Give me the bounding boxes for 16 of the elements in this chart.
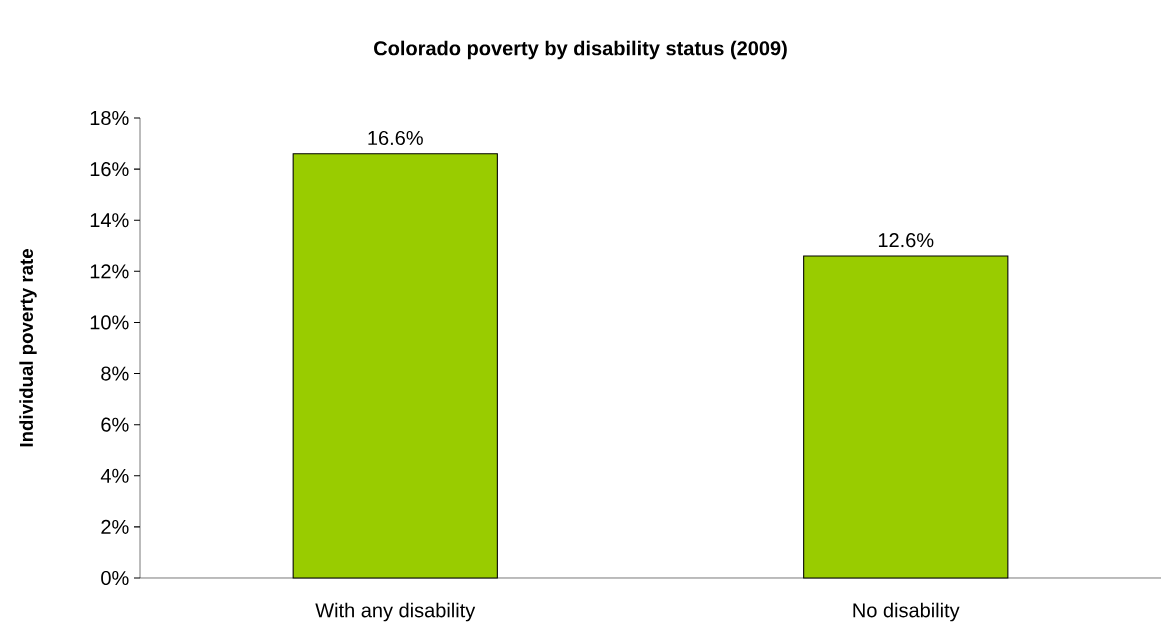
y-tick-label: 12%	[90, 264, 129, 279]
chart-title: Colorado poverty by disability status (2009)	[374, 40, 787, 60]
data-label: 12.6%	[878, 233, 934, 248]
y-tick-label: 0%	[101, 570, 129, 586]
y-tick-label: 8%	[101, 366, 129, 381]
x-tick-label: No disability	[853, 602, 960, 622]
y-tick-label: 18%	[90, 110, 129, 126]
y-tick-label: 4%	[100, 468, 129, 483]
y-tick-label: 2%	[101, 519, 129, 534]
y-tick-label: 14%	[90, 213, 129, 228]
y-axis-title: Individual poverty rate	[19, 249, 37, 447]
y-tick-label: 10%	[90, 315, 129, 330]
y-tick-label: 6%	[101, 417, 129, 432]
x-tick-label: With any disability	[315, 602, 476, 622]
data-label: 16.6%	[368, 130, 423, 146]
y-tick-label: 16%	[90, 162, 129, 177]
